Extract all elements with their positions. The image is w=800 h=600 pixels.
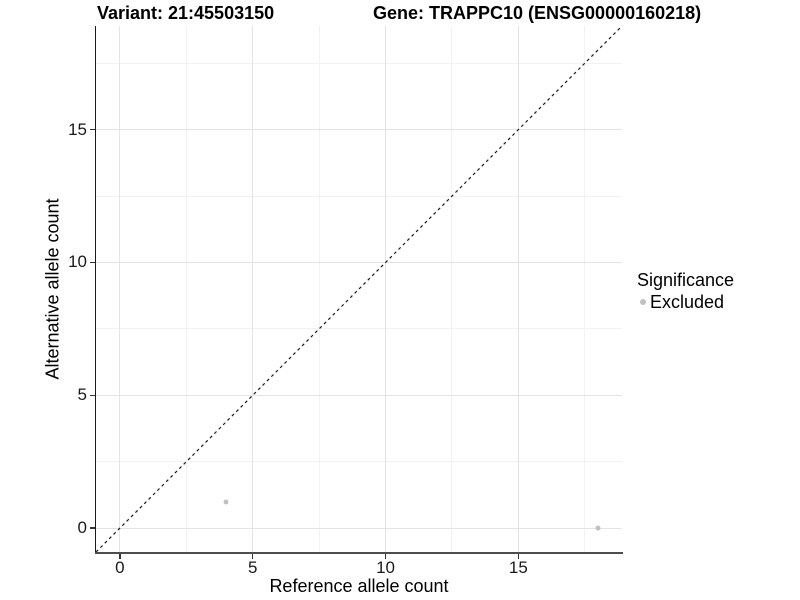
legend-item-excluded: Excluded (640, 292, 734, 312)
y-tick-mark (90, 128, 95, 131)
plot-title-variant: Variant: 21:45503150 (97, 3, 275, 23)
gridline-major-vertical (252, 26, 254, 552)
gridline-major-horizontal (96, 129, 622, 131)
y-tick-mark (90, 261, 95, 264)
legend-item-label: Excluded (650, 292, 725, 312)
legend: Significance Excluded (637, 270, 734, 312)
y-axis-title: Alternative allele count (42, 198, 63, 380)
gridline-major-horizontal (96, 394, 622, 396)
plot-panel (96, 26, 622, 552)
x-tick-label: 10 (376, 558, 396, 577)
y-tick-mark (90, 394, 95, 396)
gridline-major-vertical (517, 26, 519, 552)
gridline-minor-horizontal (96, 62, 622, 64)
gridline-major-vertical (385, 26, 387, 552)
data-point (595, 525, 601, 531)
y-axis-line (94, 26, 96, 554)
data-point (223, 499, 229, 505)
x-tick-mark (119, 554, 121, 559)
y-tick-label: 0 (77, 518, 87, 538)
gridline-major-horizontal (96, 527, 622, 529)
gridline-major-vertical (119, 26, 121, 552)
x-tick-label: 5 (248, 558, 258, 577)
legend-point-icon (640, 299, 646, 305)
gridline-minor-horizontal (96, 195, 622, 197)
y-tick-label: 5 (77, 385, 87, 405)
gridline-major-horizontal (96, 261, 622, 263)
y-tick-mark (90, 527, 95, 529)
gridline-minor-horizontal (96, 328, 622, 330)
gridline-minor-vertical (318, 26, 320, 552)
gridline-minor-vertical (584, 26, 586, 552)
x-tick-mark (251, 554, 254, 559)
x-axis-title: Reference allele count (269, 576, 449, 596)
gridline-minor-vertical (185, 26, 187, 552)
x-tick-label: 15 (508, 558, 528, 577)
gridline-minor-horizontal (96, 461, 622, 463)
x-tick-mark (517, 554, 520, 559)
identity-line (96, 26, 622, 552)
legend-title: Significance (637, 270, 735, 290)
x-tick-label: 0 (115, 558, 125, 577)
x-tick-mark (384, 554, 387, 559)
identity-dashed-line (96, 26, 622, 552)
x-axis-line (94, 552, 623, 554)
y-tick-label: 15 (68, 119, 87, 139)
gridline-minor-vertical (451, 26, 453, 552)
y-tick-label: 10 (68, 252, 87, 272)
plot-title-gene: Gene: TRAPPC10 (ENSG00000160218) (373, 3, 702, 23)
